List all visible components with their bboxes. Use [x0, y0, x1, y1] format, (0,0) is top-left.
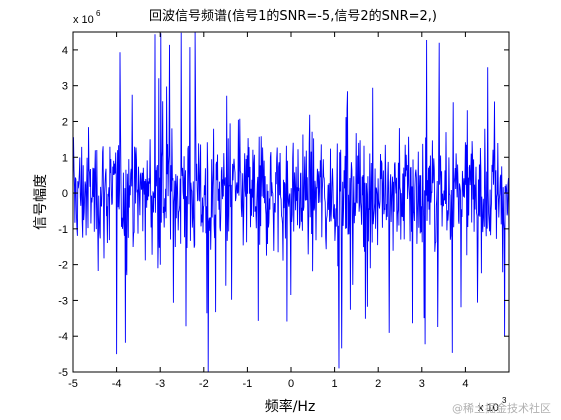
y-tick-label: 0	[62, 188, 68, 200]
x-tick-label: 2	[375, 378, 381, 390]
y-tick-label: 3	[62, 81, 68, 93]
y-tick-label: -4	[58, 331, 68, 343]
watermark: @稀土掘金技术社区	[452, 401, 551, 415]
x-multiplier: x 10 3	[478, 396, 507, 414]
y-multiplier-power: 6	[96, 9, 101, 18]
x-tick-label: -5	[68, 378, 78, 390]
y-multiplier-base: x 10	[73, 14, 94, 26]
y-tick-label: -3	[58, 295, 68, 307]
y-axis: 4 3 2 1 0 -1 -2 -3 -4 -5	[58, 45, 509, 379]
y-axis-label: 信号幅度	[33, 174, 49, 230]
spectrum-line	[72, 31, 510, 373]
y-tick-label: -1	[58, 224, 68, 236]
x-tick-label: -4	[112, 378, 122, 390]
x-tick-label: 0	[288, 378, 294, 390]
chart-title: 回波信号频谱(信号1的SNR=-5,信号2的SNR=2,)	[149, 8, 437, 24]
y-multiplier: x 10 6	[73, 9, 101, 26]
x-tick-label: -1	[243, 378, 253, 390]
x-multiplier-base: x 10	[478, 402, 499, 414]
x-tick-label: -2	[199, 378, 209, 390]
y-tick-label: -5	[58, 367, 68, 379]
x-tick-label: 4	[462, 378, 468, 390]
y-tick-label: 1	[62, 152, 68, 164]
y-tick-label: 4	[62, 45, 68, 57]
x-axis: -5 -4 -3 -2 -1 0 1 2 3 4	[68, 32, 468, 390]
x-axis-label: 频率/Hz	[265, 398, 316, 415]
x-multiplier-power: 3	[502, 396, 507, 405]
x-tick-label: 1	[332, 378, 338, 390]
y-tick-label: 2	[62, 116, 68, 128]
x-tick-label: 3	[419, 378, 425, 390]
signal-series	[72, 31, 510, 373]
y-tick-label: -2	[58, 260, 68, 272]
x-tick-label: -3	[155, 378, 165, 390]
